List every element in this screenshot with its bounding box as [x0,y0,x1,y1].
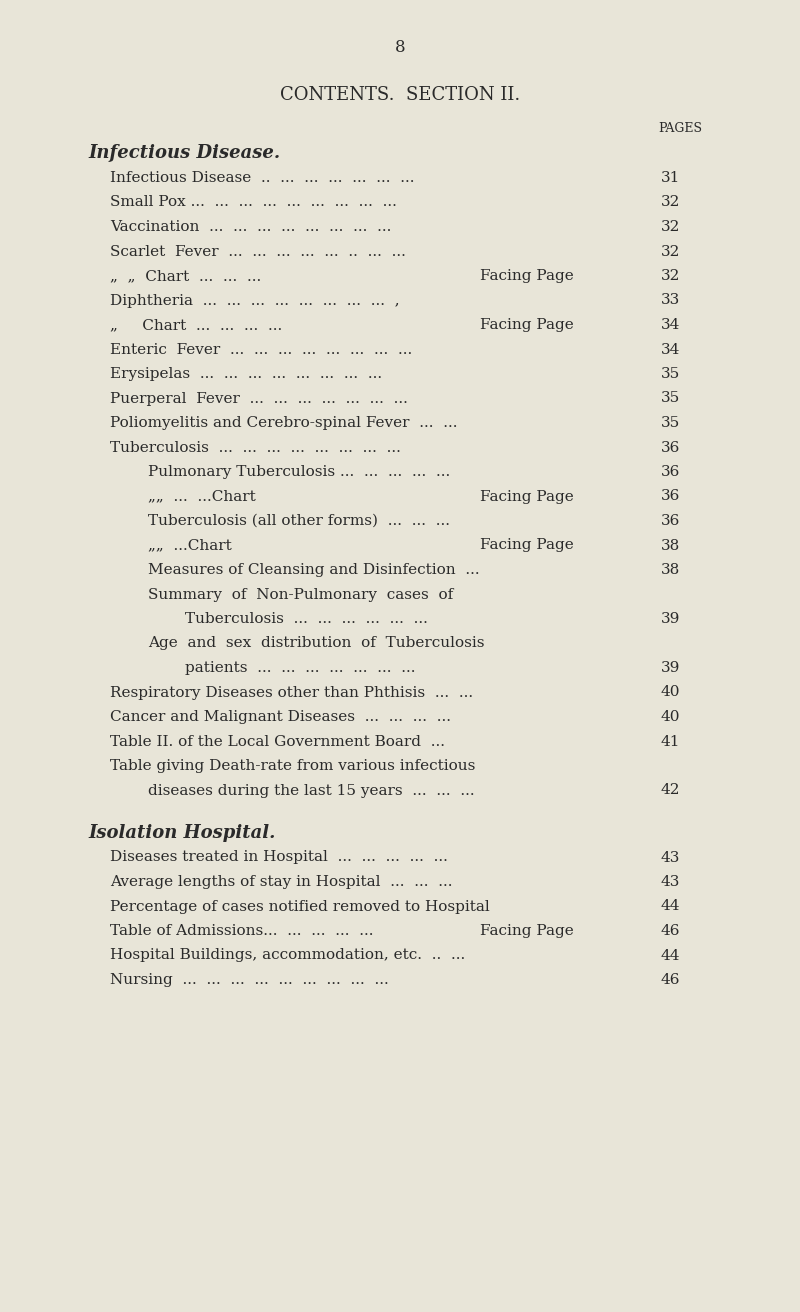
Text: „„  ...Chart: „„ ...Chart [148,538,232,552]
Text: PAGES: PAGES [658,122,702,135]
Text: Puerperal  Fever  ...  ...  ...  ...  ...  ...  ...: Puerperal Fever ... ... ... ... ... ... … [110,391,408,405]
Text: 34: 34 [661,342,680,357]
Text: diseases during the last 15 years  ...  ...  ...: diseases during the last 15 years ... ..… [148,783,474,798]
Text: Infectious Disease.: Infectious Disease. [88,144,280,161]
Text: Table of Admissions...  ...  ...  ...  ...: Table of Admissions... ... ... ... ... [110,924,374,938]
Text: 39: 39 [661,611,680,626]
Text: Table giving Death-rate from various infectious: Table giving Death-rate from various inf… [110,760,475,773]
Text: Diseases treated in Hospital  ...  ...  ...  ...  ...: Diseases treated in Hospital ... ... ...… [110,850,448,865]
Text: Scarlet  Fever  ...  ...  ...  ...  ...  ..  ...  ...: Scarlet Fever ... ... ... ... ... .. ...… [110,244,406,258]
Text: 32: 32 [661,244,680,258]
Text: „     Chart  ...  ...  ...  ...: „ Chart ... ... ... ... [110,318,282,332]
Text: 31: 31 [661,171,680,185]
Text: 46: 46 [661,974,680,987]
Text: 41: 41 [661,735,680,749]
Text: Pulmonary Tuberculosis ...  ...  ...  ...  ...: Pulmonary Tuberculosis ... ... ... ... .… [148,464,450,479]
Text: Facing Page: Facing Page [480,924,574,938]
Text: 42: 42 [661,783,680,798]
Text: Tuberculosis  ...  ...  ...  ...  ...  ...  ...  ...: Tuberculosis ... ... ... ... ... ... ...… [110,441,401,454]
Text: 44: 44 [661,900,680,913]
Text: 36: 36 [661,464,680,479]
Text: Erysipelas  ...  ...  ...  ...  ...  ...  ...  ...: Erysipelas ... ... ... ... ... ... ... .… [110,367,382,380]
Text: Infectious Disease  ..  ...  ...  ...  ...  ...  ...: Infectious Disease .. ... ... ... ... ..… [110,171,414,185]
Text: Isolation Hospital.: Isolation Hospital. [88,824,275,842]
Text: Tuberculosis (all other forms)  ...  ...  ...: Tuberculosis (all other forms) ... ... .… [148,514,450,527]
Text: 36: 36 [661,441,680,454]
Text: 32: 32 [661,195,680,210]
Text: Average lengths of stay in Hospital  ...  ...  ...: Average lengths of stay in Hospital ... … [110,875,453,890]
Text: Measures of Cleansing and Disinfection  ...: Measures of Cleansing and Disinfection .… [148,563,480,577]
Text: „„  ...  ...Chart: „„ ... ...Chart [148,489,256,504]
Text: 43: 43 [661,875,680,890]
Text: patients  ...  ...  ...  ...  ...  ...  ...: patients ... ... ... ... ... ... ... [185,661,415,674]
Text: Cancer and Malignant Diseases  ...  ...  ...  ...: Cancer and Malignant Diseases ... ... ..… [110,710,451,724]
Text: 38: 38 [661,538,680,552]
Text: 33: 33 [661,294,680,307]
Text: Vaccination  ...  ...  ...  ...  ...  ...  ...  ...: Vaccination ... ... ... ... ... ... ... … [110,220,391,234]
Text: Enteric  Fever  ...  ...  ...  ...  ...  ...  ...  ...: Enteric Fever ... ... ... ... ... ... ..… [110,342,412,357]
Text: 46: 46 [661,924,680,938]
Text: CONTENTS.  SECTION II.: CONTENTS. SECTION II. [280,87,520,104]
Text: Facing Page: Facing Page [480,269,574,283]
Text: 40: 40 [661,685,680,699]
Text: Percentage of cases notified removed to Hospital: Percentage of cases notified removed to … [110,900,490,913]
Text: 35: 35 [661,367,680,380]
Text: Poliomyelitis and Cerebro-spinal Fever  ...  ...: Poliomyelitis and Cerebro-spinal Fever .… [110,416,458,430]
Text: Nursing  ...  ...  ...  ...  ...  ...  ...  ...  ...: Nursing ... ... ... ... ... ... ... ... … [110,974,389,987]
Text: Age  and  sex  distribution  of  Tuberculosis: Age and sex distribution of Tuberculosis [148,636,485,651]
Text: Hospital Buildings, accommodation, etc.  ..  ...: Hospital Buildings, accommodation, etc. … [110,949,466,963]
Text: Summary  of  Non-Pulmonary  cases  of: Summary of Non-Pulmonary cases of [148,588,454,601]
Text: 32: 32 [661,269,680,283]
Text: Facing Page: Facing Page [480,318,574,332]
Text: 34: 34 [661,318,680,332]
Text: Facing Page: Facing Page [480,538,574,552]
Text: Small Pox ...  ...  ...  ...  ...  ...  ...  ...  ...: Small Pox ... ... ... ... ... ... ... ..… [110,195,397,210]
Text: Tuberculosis  ...  ...  ...  ...  ...  ...: Tuberculosis ... ... ... ... ... ... [185,611,428,626]
Text: 35: 35 [661,391,680,405]
Text: 36: 36 [661,489,680,504]
Text: Diphtheria  ...  ...  ...  ...  ...  ...  ...  ...  ,: Diphtheria ... ... ... ... ... ... ... .… [110,294,400,307]
Text: „  „  Chart  ...  ...  ...: „ „ Chart ... ... ... [110,269,262,283]
Text: 38: 38 [661,563,680,577]
Text: 8: 8 [394,39,406,56]
Text: 44: 44 [661,949,680,963]
Text: 39: 39 [661,661,680,674]
Text: Table II. of the Local Government Board  ...: Table II. of the Local Government Board … [110,735,445,749]
Text: 36: 36 [661,514,680,527]
Text: Facing Page: Facing Page [480,489,574,504]
Text: 43: 43 [661,850,680,865]
Text: 40: 40 [661,710,680,724]
Text: 32: 32 [661,220,680,234]
Text: Respiratory Diseases other than Phthisis  ...  ...: Respiratory Diseases other than Phthisis… [110,685,473,699]
Text: 35: 35 [661,416,680,430]
